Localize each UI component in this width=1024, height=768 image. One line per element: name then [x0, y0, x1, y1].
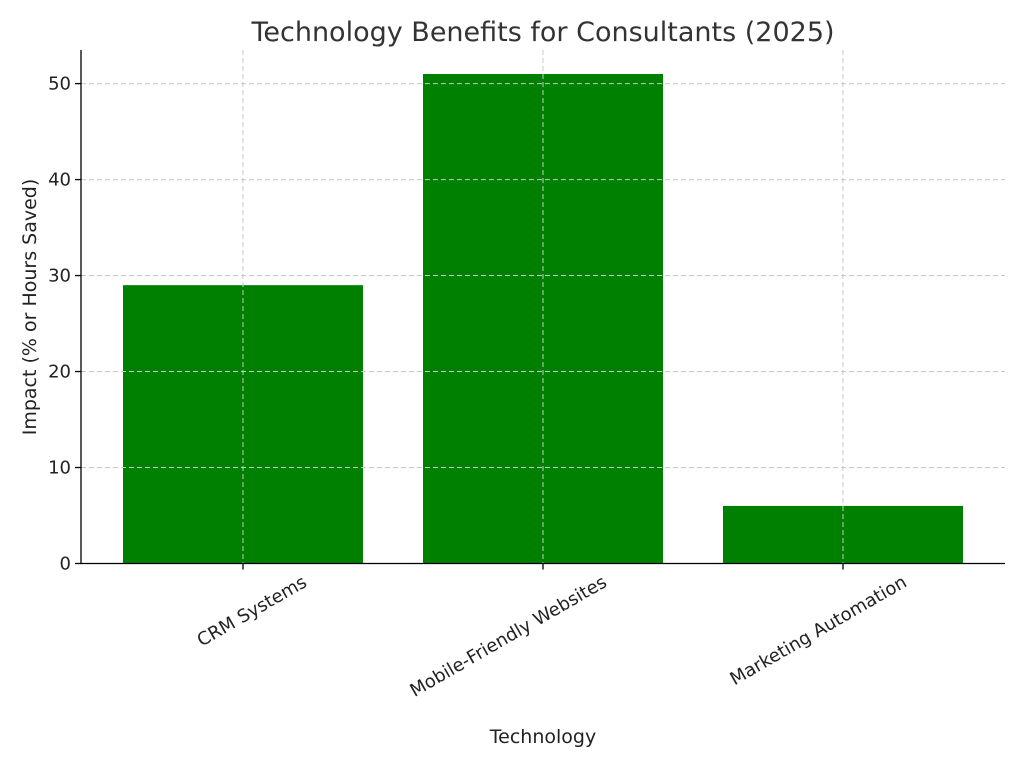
y-tick-label: 10: [48, 458, 71, 479]
grid-front-layer: [81, 50, 1005, 564]
x-axis-label: Technology: [489, 726, 596, 748]
y-tick-label: 20: [48, 362, 71, 383]
x-tick-label: Mobile-Friendly Websites: [407, 572, 611, 702]
y-tick-label: 50: [48, 74, 71, 95]
chart-title: Technology Benefits for Consultants (202…: [250, 17, 834, 48]
y-tick-label: 30: [48, 266, 71, 287]
x-tick-label: CRM Systems: [194, 572, 311, 652]
y-tick-label: 40: [48, 170, 71, 191]
y-tick-label: 0: [60, 554, 71, 575]
x-tick-label: Marketing Automation: [727, 572, 911, 690]
y-axis-label: Impact (% or Hours Saved): [19, 179, 41, 436]
